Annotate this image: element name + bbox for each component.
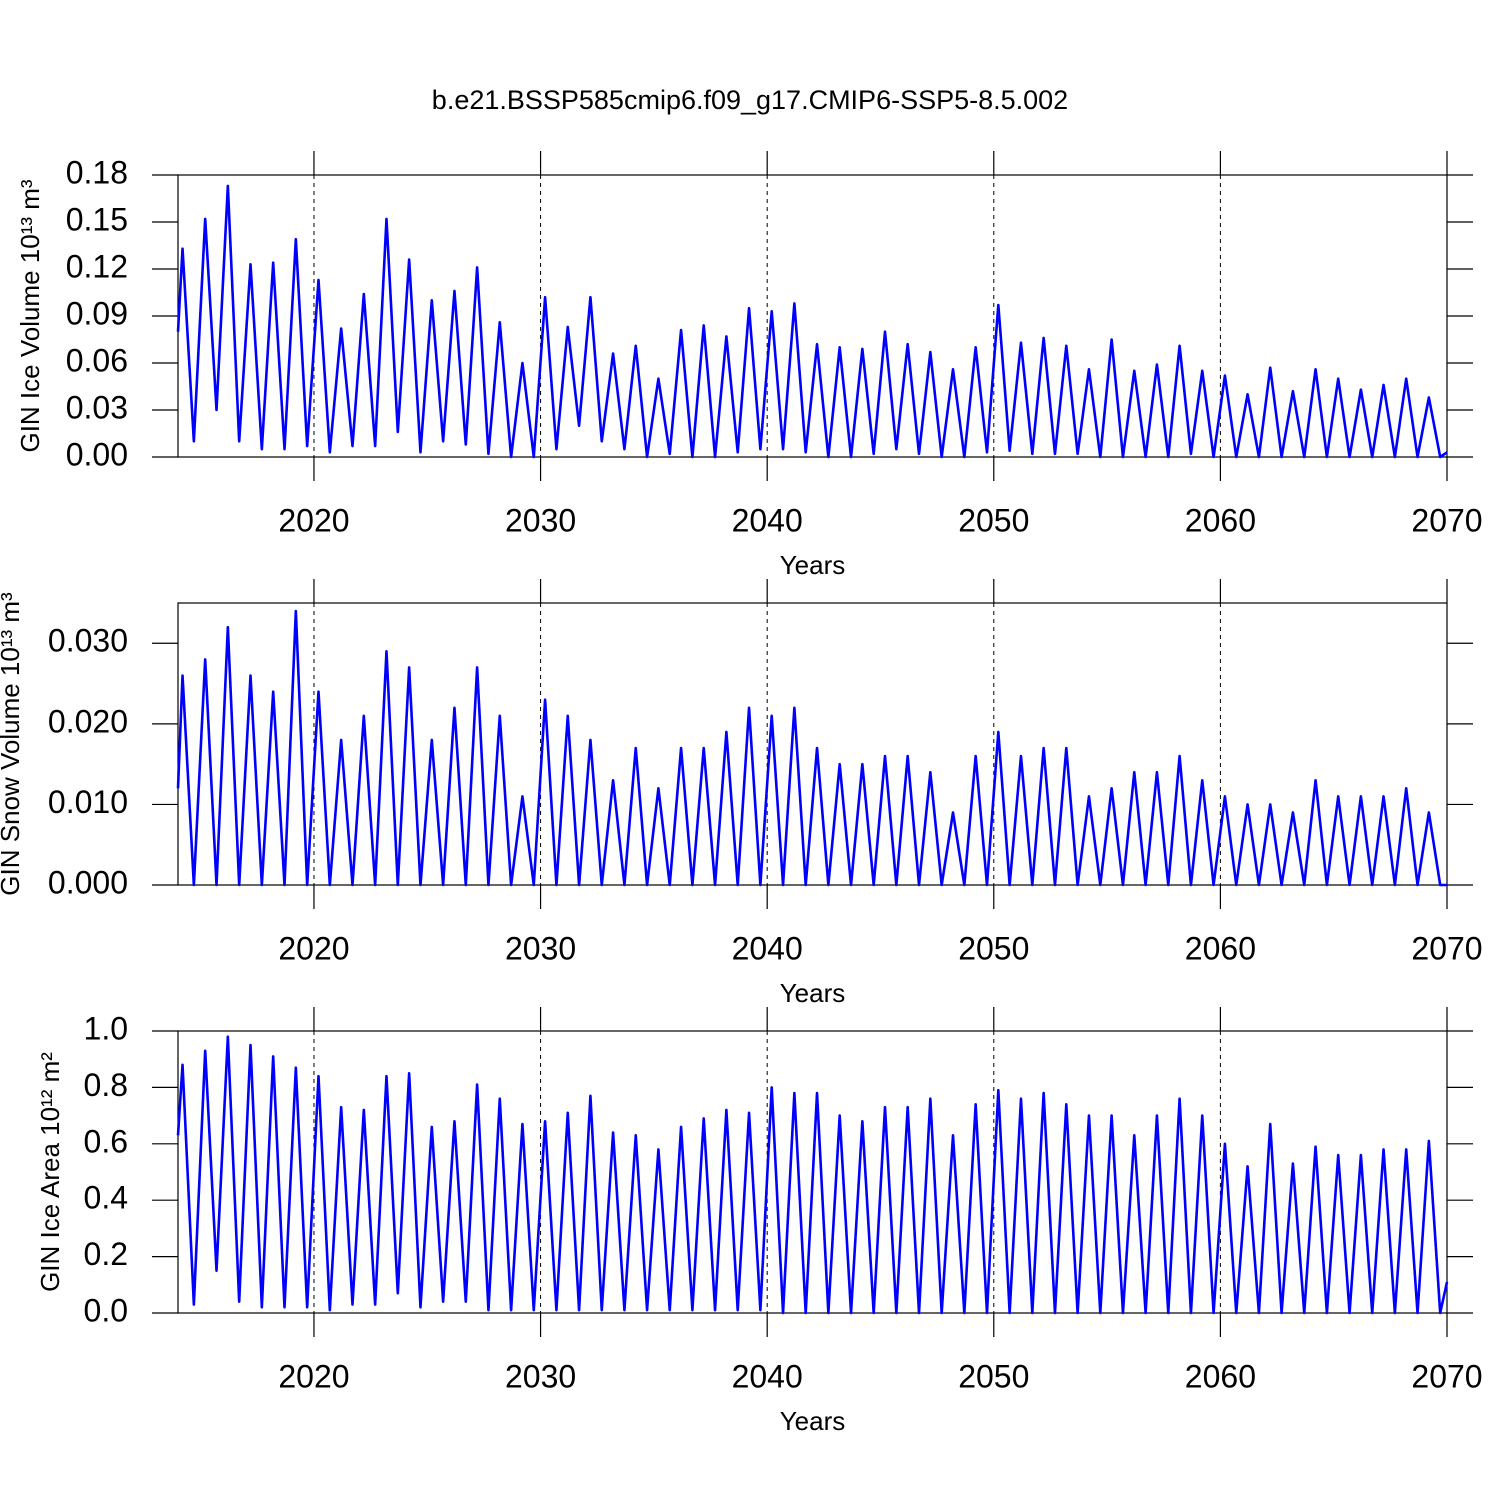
y-tick-label: 0.0 — [84, 1292, 128, 1328]
y-tick-label: 0.2 — [84, 1236, 128, 1272]
plot-frame — [177, 1030, 1448, 1314]
y-axis-label: GIN Ice Area 10¹² m² — [35, 1052, 65, 1292]
panel: 2020 2030 2040 2050 2060 2070 0.0 0.2 0.4 0.6 0.8 1… — [35, 1007, 1483, 1436]
panel: 2020 2030 2040 2050 2060 2070 0.000 0.010 0.020 0… — [0, 579, 1483, 1008]
x-tick-label: 2060 — [1185, 1358, 1256, 1394]
x-tick-label: 2030 — [505, 930, 576, 966]
x-tick-label: 2020 — [278, 930, 349, 966]
x-axis-label: Years — [780, 550, 846, 580]
y-tick-label: 0.03 — [66, 389, 128, 425]
x-tick-label: 2040 — [732, 930, 803, 966]
y-tick-label: 0.15 — [66, 201, 128, 237]
x-tick-label: 2070 — [1411, 1358, 1482, 1394]
x-tick-label: 2020 — [278, 502, 349, 538]
y-tick-label: 0.18 — [66, 154, 128, 190]
plot-frame — [177, 174, 1448, 458]
y-tick-label: 0.6 — [84, 1123, 128, 1159]
x-tick-label: 2070 — [1411, 930, 1482, 966]
y-tick-label: 0.030 — [48, 623, 128, 659]
x-tick-label: 2050 — [958, 502, 1029, 538]
x-axis-label: Years — [780, 978, 846, 1008]
x-tick-label: 2050 — [958, 1358, 1029, 1394]
x-tick-label: 2020 — [278, 1358, 349, 1394]
y-tick-label: 0.8 — [84, 1067, 128, 1103]
x-tick-label: 2040 — [732, 1358, 803, 1394]
y-tick-label: 0.000 — [48, 864, 128, 900]
data-line — [176, 609, 1447, 887]
y-tick-label: 1.0 — [84, 1010, 128, 1046]
data-line — [176, 184, 1448, 459]
x-tick-label: 2040 — [732, 502, 803, 538]
y-tick-label: 0.020 — [48, 703, 128, 739]
panel: 2020 2030 2040 2050 2060 2070 0.00 0.03 0.06 0.09… — [15, 151, 1483, 580]
y-tick-label: 0.09 — [66, 295, 128, 331]
y-tick-label: 0.06 — [66, 342, 128, 378]
y-tick-label: 0.12 — [66, 248, 128, 284]
x-axis-label: Years — [780, 1406, 846, 1436]
y-tick-label: 0.010 — [48, 784, 128, 820]
x-tick-label: 2030 — [505, 1358, 576, 1394]
data-line — [176, 1035, 1449, 1315]
x-tick-label: 2060 — [1185, 502, 1256, 538]
plot-frame — [177, 602, 1448, 886]
x-tick-label: 2060 — [1185, 930, 1256, 966]
y-axis-label: GIN Snow Volume 10¹³ m³ — [0, 592, 25, 896]
y-tick-label: 0.4 — [84, 1180, 128, 1216]
y-tick-label: 0.00 — [66, 436, 128, 472]
x-tick-label: 2050 — [958, 930, 1029, 966]
x-tick-label: 2070 — [1411, 502, 1482, 538]
figure-title: b.e21.BSSP585cmip6.f09_g17.CMIP6-SSP5-8.… — [432, 85, 1068, 115]
x-tick-label: 2030 — [505, 502, 576, 538]
y-axis-label: GIN Ice Volume 10¹³ m³ — [15, 179, 45, 452]
